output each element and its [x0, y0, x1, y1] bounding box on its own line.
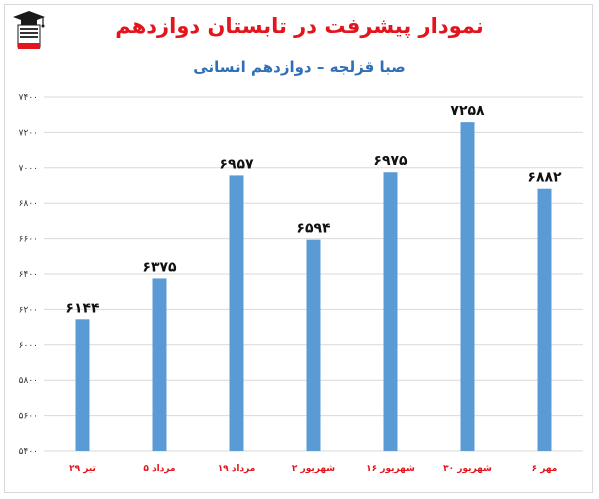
- y-tick-label: ۶۴۰۰: [19, 270, 38, 280]
- data-label: ۶۸۸۲: [527, 170, 562, 186]
- data-label: ۶۹۷۵: [373, 153, 408, 169]
- y-tick-label: ۷۰۰۰: [19, 164, 38, 174]
- x-category-label: ۲ شهریور: [292, 464, 335, 474]
- chart-subtitle: صبا قزلجه – دوازدهم انسانی: [193, 58, 406, 76]
- bar: [537, 188, 552, 451]
- x-category-label: ۵ مرداد: [143, 464, 175, 474]
- bar: [460, 122, 475, 451]
- chart-x-axis: ۲۹ تیر ۵ مرداد ۱۹ مرداد ۲ شهریور ۱۶ شهریور ۳۰…: [69, 464, 557, 474]
- chart-title: نمودار پیشرفت در تابستان دوازدهم: [115, 14, 484, 38]
- y-tick-label: ۷۲۰۰: [19, 128, 38, 138]
- x-category-label: ۲۹ تیر: [69, 464, 96, 474]
- graduate-logo-icon: [11, 10, 47, 52]
- chart-frame: [4, 4, 593, 493]
- y-tick-label: ۶۶۰۰: [19, 235, 38, 245]
- y-tick-label: ۶۸۰۰: [19, 199, 38, 209]
- x-category-label: ۳۰ شهریور: [443, 464, 492, 474]
- y-tick-label: ۶۲۰۰: [19, 305, 38, 315]
- data-label: ۶۹۵۷: [219, 156, 254, 172]
- bar: [229, 175, 244, 451]
- bar: [383, 172, 398, 451]
- x-category-label: ۱۹ مرداد: [218, 464, 256, 474]
- chart-data-labels: ۶۱۴۴ ۶۳۷۵ ۶۹۵۷ ۶۵۹۴ ۶۹۷۵ ۷۲۵۸ ۶۸۸۲: [65, 103, 562, 316]
- chart-bars: [75, 122, 552, 451]
- bar: [75, 319, 90, 451]
- y-tick-label: ۶۰۰۰: [19, 341, 38, 351]
- x-category-label: ۶ مهر: [532, 464, 558, 474]
- y-tick-label: ۵۴۰۰: [19, 447, 38, 457]
- bar: [152, 278, 167, 451]
- data-label: ۶۱۴۴: [65, 300, 100, 316]
- data-label: ۶۳۷۵: [142, 259, 177, 275]
- y-tick-label: ۵۶۰۰: [19, 412, 38, 422]
- bar: [306, 239, 321, 451]
- y-tick-label: ۷۴۰۰: [19, 93, 38, 103]
- x-category-label: ۱۶ شهریور: [366, 464, 415, 474]
- data-label: ۷۲۵۸: [450, 103, 485, 119]
- chart-y-axis: ۵۴۰۰ ۵۶۰۰ ۵۸۰۰ ۶۰۰۰ ۶۲۰۰ ۶۴۰۰ ۶۶۰۰ ۶۸۰۰ ۷۰۰۰ ۷۲۰۰…: [19, 93, 38, 457]
- y-tick-label: ۵۸۰۰: [19, 376, 38, 386]
- data-label: ۶۵۹۴: [296, 221, 331, 237]
